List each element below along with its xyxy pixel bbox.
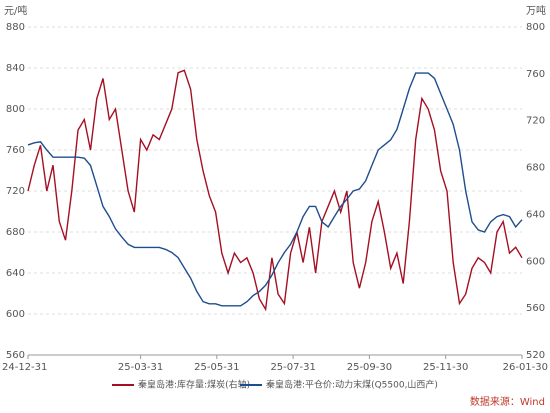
y2-tick-label: 800: [526, 22, 545, 33]
y2-tick-label: 720: [526, 116, 545, 127]
y-tick-label: 840: [6, 63, 25, 74]
y-tick-label: 600: [6, 309, 25, 320]
y2-tick-label: 600: [526, 256, 545, 267]
x-tick-label: 26-01-30: [503, 362, 548, 373]
x-tick-label: 25-05-31: [194, 362, 239, 373]
y-axis-unit: 元/吨: [4, 4, 27, 17]
y-tick-label: 680: [6, 227, 25, 238]
x-tick-label: 25-03-31: [118, 362, 163, 373]
legend-label: 秦皇岛港:平仓价:动力末煤(Q5500,山西产): [266, 379, 438, 391]
y-tick-label: 640: [6, 268, 25, 279]
x-tick-label: 24-12-31: [2, 362, 47, 373]
y-tick-label: 720: [6, 186, 25, 197]
legend-label: 秦皇岛港:库存量:煤炭(右轴): [138, 379, 250, 391]
y-tick-label: 760: [6, 145, 25, 156]
y2-tick-label: 680: [526, 163, 545, 174]
x-tick-label: 25-09-30: [347, 362, 392, 373]
y2-tick-label: 560: [526, 303, 545, 314]
series-line: [27, 69, 523, 312]
x-tick-label: 25-07-31: [270, 362, 315, 373]
x-tick-label: 25-11-30: [423, 362, 468, 373]
y-tick-label: 560: [6, 350, 25, 361]
y2-axis-unit: 万吨: [526, 4, 546, 17]
y2-tick-label: 760: [526, 69, 545, 80]
series-line: [27, 72, 523, 307]
y-tick-label: 880: [6, 22, 25, 33]
y2-tick-label: 640: [526, 209, 545, 220]
y-tick-label: 800: [6, 104, 25, 115]
source: 数据来源：Wind: [470, 395, 545, 408]
y2-tick-label: 520: [526, 350, 545, 361]
